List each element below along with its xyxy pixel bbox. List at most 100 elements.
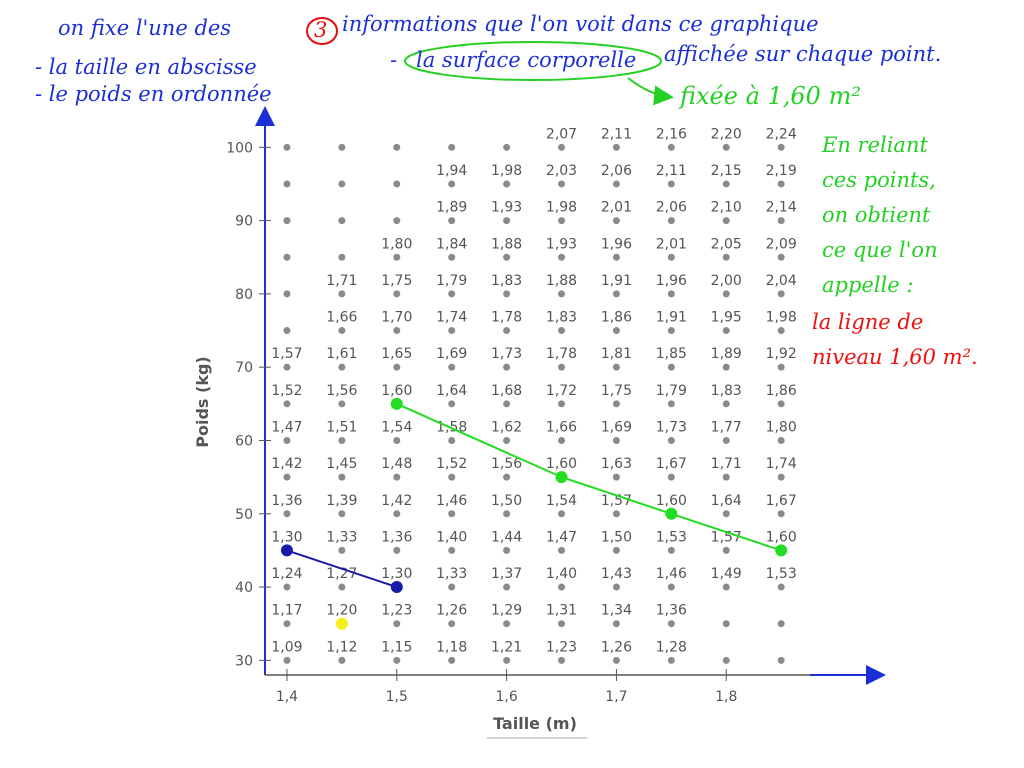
grid-point	[777, 583, 785, 591]
grid-point	[558, 656, 566, 664]
point-label: 1,57	[711, 529, 742, 545]
point-label: 1,43	[601, 566, 632, 582]
annotation-line: on obtient	[822, 203, 931, 227]
x-tick-label: 1,4	[276, 689, 298, 705]
grid-point	[503, 656, 511, 664]
point-label: 1,50	[491, 493, 522, 509]
grid-point	[612, 327, 620, 335]
grid-point	[722, 143, 730, 151]
point-label: 1,49	[711, 566, 742, 582]
point-label: 1,48	[381, 456, 412, 472]
point-label: 1,33	[436, 566, 467, 582]
annotation-line: ces points,	[822, 168, 936, 192]
grid-point	[448, 143, 456, 151]
grid-point	[667, 290, 675, 298]
grid-point	[338, 583, 346, 591]
grid-point	[777, 217, 785, 225]
grid-point	[558, 546, 566, 554]
highlight-point	[280, 544, 293, 557]
grid-point	[667, 473, 675, 481]
grid-point	[338, 473, 346, 481]
grid-point	[722, 180, 730, 188]
grid-point	[777, 620, 785, 628]
grid-point	[448, 217, 456, 225]
point-label: 1,83	[711, 383, 742, 399]
grid-point	[558, 217, 566, 225]
grid-point	[558, 143, 566, 151]
grid-point	[448, 473, 456, 481]
point-label: 1,91	[656, 310, 687, 326]
point-label: 1,89	[711, 346, 742, 362]
grid-point	[558, 620, 566, 628]
grid-point	[777, 436, 785, 444]
y-tick-label: 90	[235, 214, 253, 230]
grid-point	[283, 436, 291, 444]
point-label: 2,04	[766, 273, 797, 289]
grid-point	[612, 180, 620, 188]
grid-point	[777, 473, 785, 481]
annotation: - la taille en abscisse	[35, 55, 257, 79]
point-label: 1,75	[381, 273, 412, 289]
point-label: 1,85	[656, 346, 687, 362]
annotation: - le poids en ordonnée	[35, 82, 272, 106]
point-label: 1,12	[326, 639, 357, 655]
point-label: 2,11	[601, 126, 632, 142]
point-label: 1,33	[326, 529, 357, 545]
grid-point	[448, 583, 456, 591]
highlight-point	[390, 581, 403, 594]
grid-point	[448, 656, 456, 664]
grid-point	[283, 180, 291, 188]
grid-point	[667, 363, 675, 371]
point-label: 1,81	[601, 346, 632, 362]
grid-point	[777, 510, 785, 518]
point-label: 2,20	[711, 126, 742, 142]
point-label: 1,53	[766, 566, 797, 582]
grid-point	[777, 363, 785, 371]
point-label: 1,83	[546, 310, 577, 326]
grid-point	[448, 546, 456, 554]
point-label: 1,72	[546, 383, 577, 399]
point-label: 1,94	[436, 163, 467, 179]
point-label: 1,39	[326, 493, 357, 509]
level-line	[286, 549, 398, 589]
y-axis-label: Poids (kg)	[193, 356, 212, 447]
point-label: 1,86	[766, 383, 797, 399]
grid-point	[558, 327, 566, 335]
grid-point	[338, 656, 346, 664]
grid-point	[338, 436, 346, 444]
grid-point	[393, 546, 401, 554]
grid-point	[777, 327, 785, 335]
y-tick-label: 80	[235, 287, 253, 303]
point-label: 1,24	[271, 566, 302, 582]
grid-point	[283, 620, 291, 628]
point-label: 2,03	[546, 163, 577, 179]
grid-point	[777, 290, 785, 298]
point-label: 1,60	[546, 456, 577, 472]
point-label: 1,95	[711, 310, 742, 326]
point-label: 1,83	[491, 273, 522, 289]
point-label: 1,36	[656, 603, 687, 619]
grid-point	[667, 327, 675, 335]
grid-point	[612, 363, 620, 371]
point-label: 2,09	[766, 236, 797, 252]
point-label: 1,40	[546, 566, 577, 582]
point-label: 2,06	[656, 200, 687, 216]
point-label: 1,18	[436, 639, 467, 655]
point-label: 1,50	[601, 529, 632, 545]
point-label: 1,71	[326, 273, 357, 289]
grid-point	[393, 363, 401, 371]
point-label: 1,73	[491, 346, 522, 362]
highlight-point	[665, 507, 678, 520]
grid-point	[393, 473, 401, 481]
point-label: 1,63	[601, 456, 632, 472]
annotation: fixée à 1,60 m²	[680, 82, 861, 110]
point-label: 1,91	[601, 273, 632, 289]
grid-point	[503, 400, 511, 408]
grid-point	[558, 583, 566, 591]
point-label: 2,00	[711, 273, 742, 289]
grid-point	[612, 656, 620, 664]
grid-point	[393, 180, 401, 188]
point-label: 1,96	[656, 273, 687, 289]
point-label: 1,36	[271, 493, 302, 509]
point-label: 1,26	[436, 603, 467, 619]
